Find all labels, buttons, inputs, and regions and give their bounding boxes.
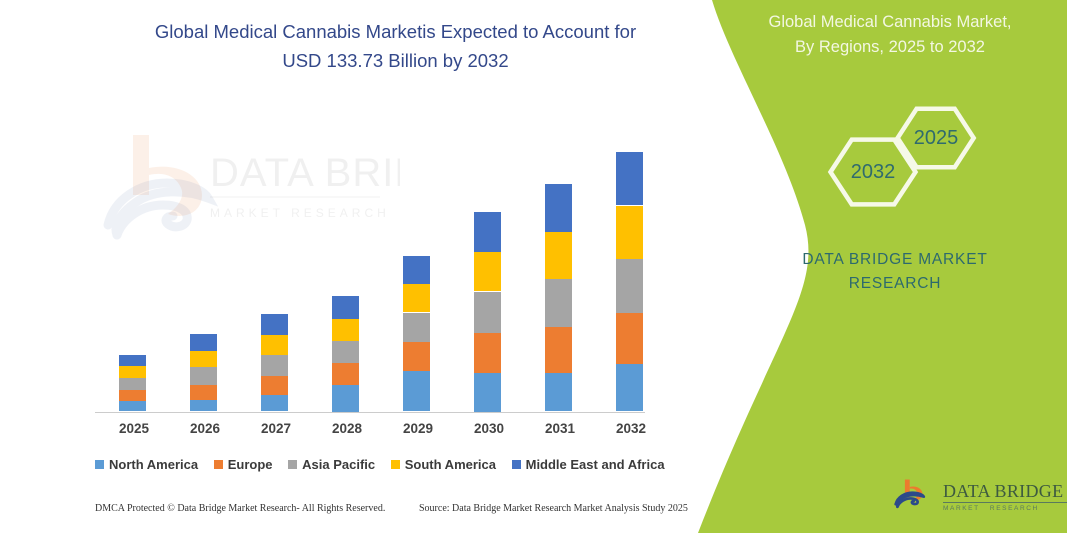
svg-text:2025: 2025 bbox=[914, 127, 959, 149]
svg-text:2032: 2032 bbox=[851, 161, 896, 183]
